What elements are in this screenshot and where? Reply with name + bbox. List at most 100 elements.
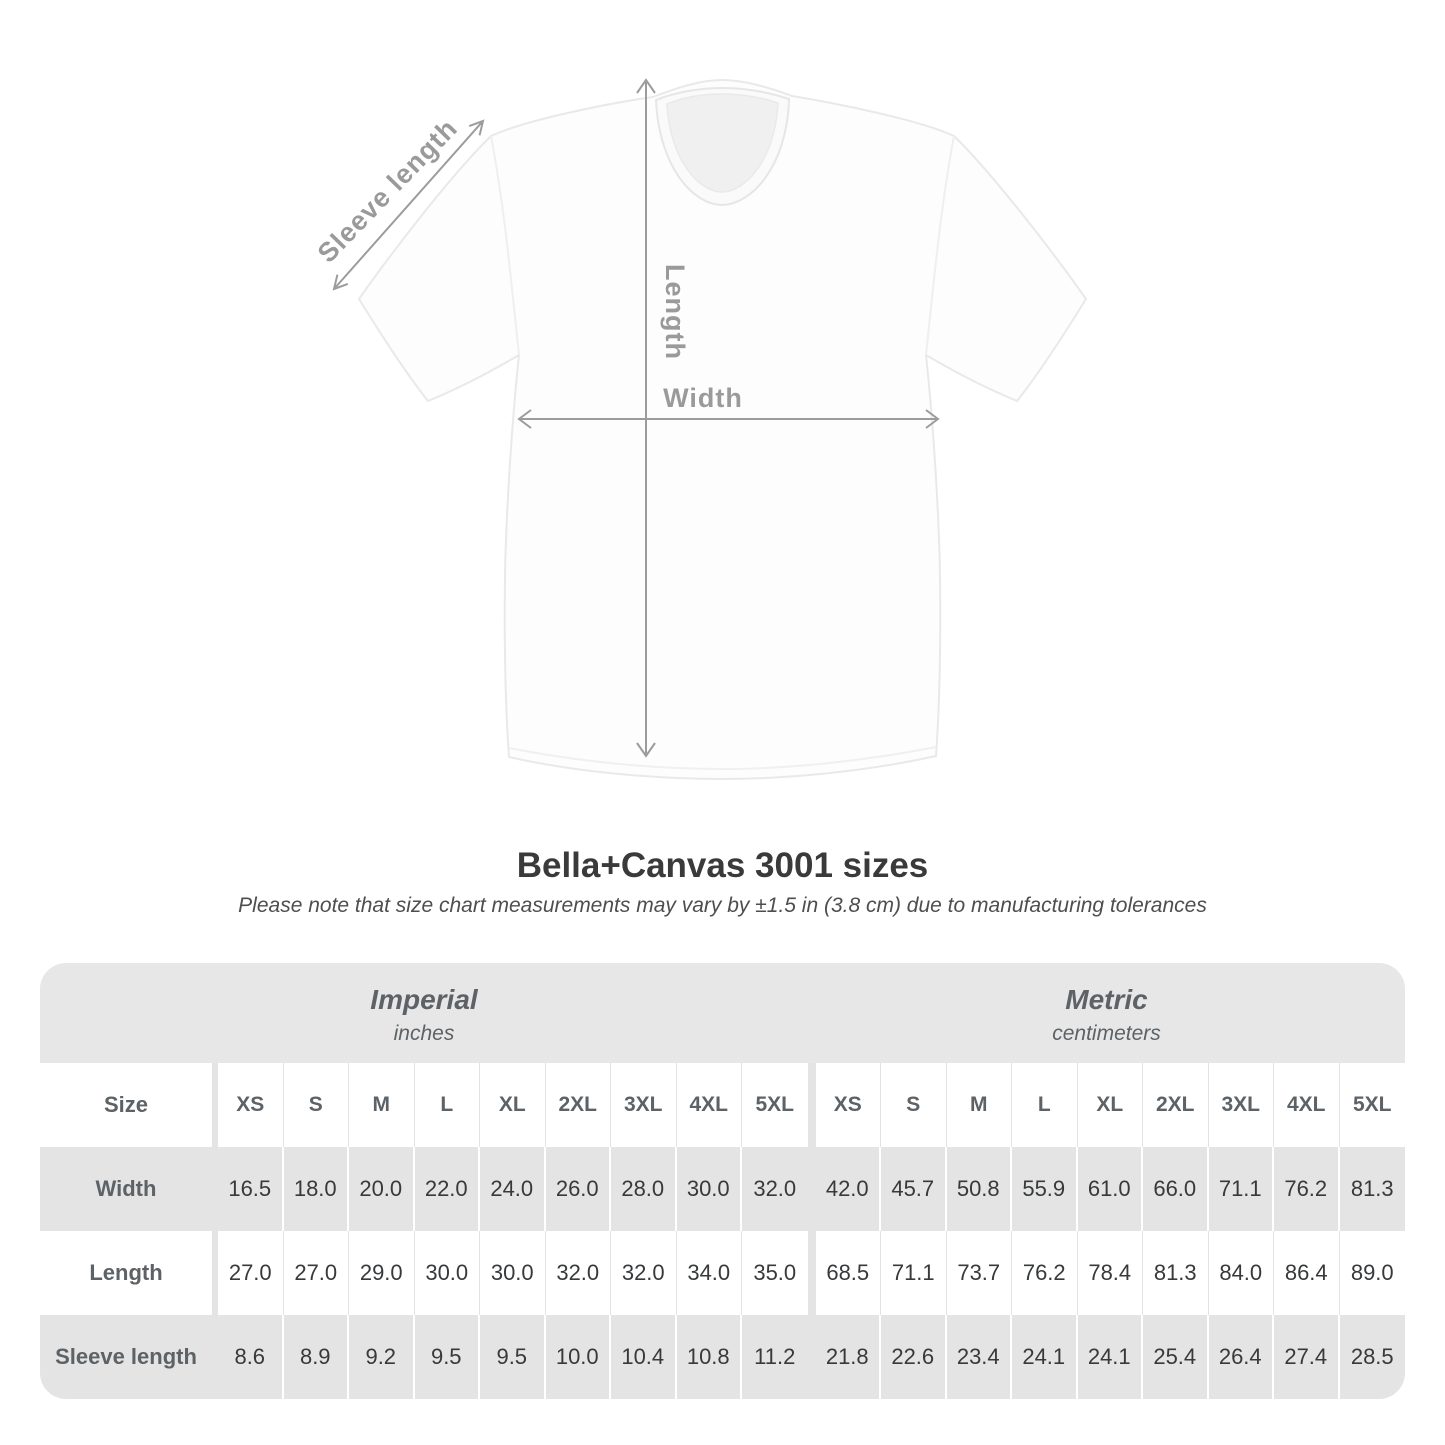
size-table: Imperial inches Metric centimeters Size … [40,963,1405,1399]
column-divider [212,1231,218,1315]
measurement-cell: 78.4 [1077,1231,1143,1315]
column-divider [212,1315,218,1399]
measurement-cell: 27.0 [283,1231,349,1315]
measurement-cell: 55.9 [1012,1147,1078,1231]
measurement-cell: 28.5 [1339,1315,1405,1399]
measurement-cell: 71.1 [881,1231,947,1315]
metric-name: Metric [1065,984,1148,1015]
right-armhole-seam [925,135,955,356]
measurement-cell: 35.0 [742,1231,808,1315]
size-col-header: M [349,1063,415,1147]
measurement-cell: 81.3 [1143,1231,1209,1315]
measurement-cell: 71.1 [1208,1147,1274,1231]
measurement-cell: 22.0 [414,1147,480,1231]
measurement-cell: 45.7 [881,1147,947,1231]
size-col-header: 2XL [1143,1063,1209,1147]
measurement-cell: 73.7 [946,1231,1012,1315]
measurement-cell: 28.0 [611,1147,677,1231]
column-divider [807,1315,816,1399]
measurement-cell: 26.0 [545,1147,611,1231]
size-col-header: L [1012,1063,1078,1147]
imperial-unit: inches [393,1022,455,1045]
measurement-cell: 21.8 [815,1315,881,1399]
size-col-header: XS [815,1063,881,1147]
measurement-cell: 23.4 [946,1315,1012,1399]
sleeve-length-arrow [332,119,485,291]
measurement-cell: 24.0 [480,1147,546,1231]
left-armhole-seam [490,135,520,356]
metric-header: Metric centimeters [808,963,1405,1063]
measurement-cell: 76.2 [1274,1147,1340,1231]
size-col-header: 3XL [1208,1063,1274,1147]
measurement-cell: 34.0 [676,1231,742,1315]
column-divider [212,1063,218,1147]
row-header-size: Size [40,1063,212,1147]
size-col-header: 5XL [1339,1063,1405,1147]
measurement-cell: 18.0 [283,1147,349,1231]
width-arrow [517,409,940,429]
size-col-header: XL [480,1063,546,1147]
measurement-cell: 24.1 [1012,1315,1078,1399]
measurement-cell: 61.0 [1077,1147,1143,1231]
measurement-cell: 30.0 [676,1147,742,1231]
page-title: Bella+Canvas 3001 sizes [516,846,929,885]
imperial-name: Imperial [370,984,478,1015]
measurement-cell: 8.6 [218,1315,284,1399]
measurement-cell: 11.2 [742,1315,808,1399]
tolerance-note: Please note that size chart measurements… [238,894,1207,917]
measurement-cell: 30.0 [414,1231,480,1315]
unit-group-header: Imperial inches Metric centimeters [40,963,1405,1063]
measurement-cell: 24.1 [1077,1315,1143,1399]
measurement-cell: 26.4 [1208,1315,1274,1399]
measurement-cell: 50.8 [946,1147,1012,1231]
measurement-cell: 8.9 [283,1315,349,1399]
measurement-cell: 42.0 [815,1147,881,1231]
measurement-cell: 27.4 [1274,1315,1340,1399]
row-header-width: Width [40,1147,212,1231]
measurement-cell: 32.0 [545,1231,611,1315]
measurement-cell: 30.0 [480,1231,546,1315]
size-col-header: XS [218,1063,284,1147]
measurement-cell: 81.3 [1339,1147,1405,1231]
size-col-header: S [881,1063,947,1147]
measurement-cell: 66.0 [1143,1147,1209,1231]
measurement-cell: 76.2 [1012,1231,1078,1315]
measurement-cell: 9.5 [480,1315,546,1399]
size-col-header: 5XL [742,1063,808,1147]
measurement-cell: 22.6 [881,1315,947,1399]
column-divider [807,1231,816,1315]
measurement-cell: 84.0 [1208,1231,1274,1315]
size-grid: Size XS S M L XL 2XL 3XL 4XL 5XL XS S M … [40,1063,1405,1399]
collar-opening [666,93,779,193]
measurement-cell: 86.4 [1274,1231,1340,1315]
measurement-cell: 27.0 [218,1231,284,1315]
measurement-cell: 68.5 [815,1231,881,1315]
measurement-cell: 10.8 [676,1315,742,1399]
measurement-cell: 20.0 [349,1147,415,1231]
tshirt-outline [357,78,1088,781]
measurement-cell: 10.4 [611,1315,677,1399]
size-col-header: 4XL [1274,1063,1340,1147]
measurement-cell: 32.0 [611,1231,677,1315]
size-col-header: XL [1077,1063,1143,1147]
size-col-header: S [283,1063,349,1147]
size-col-header: M [946,1063,1012,1147]
measurement-cell: 32.0 [742,1147,808,1231]
measurement-cell: 10.0 [545,1315,611,1399]
size-col-header: 3XL [611,1063,677,1147]
column-divider [807,1063,816,1147]
column-divider [807,1147,816,1231]
column-divider [212,1147,218,1231]
measurement-cell: 25.4 [1143,1315,1209,1399]
hem-stitch [508,746,937,771]
measurement-cell: 9.5 [414,1315,480,1399]
measurement-cell: 89.0 [1339,1231,1405,1315]
length-label: Length [660,264,690,360]
row-header-sleeve-length: Sleeve length [40,1315,212,1399]
measurement-cell: 16.5 [218,1147,284,1231]
metric-unit: centimeters [1052,1022,1161,1045]
imperial-header: Imperial inches [40,963,808,1063]
row-header-length: Length [40,1231,212,1315]
size-col-header: L [414,1063,480,1147]
measurement-cell: 9.2 [349,1315,415,1399]
